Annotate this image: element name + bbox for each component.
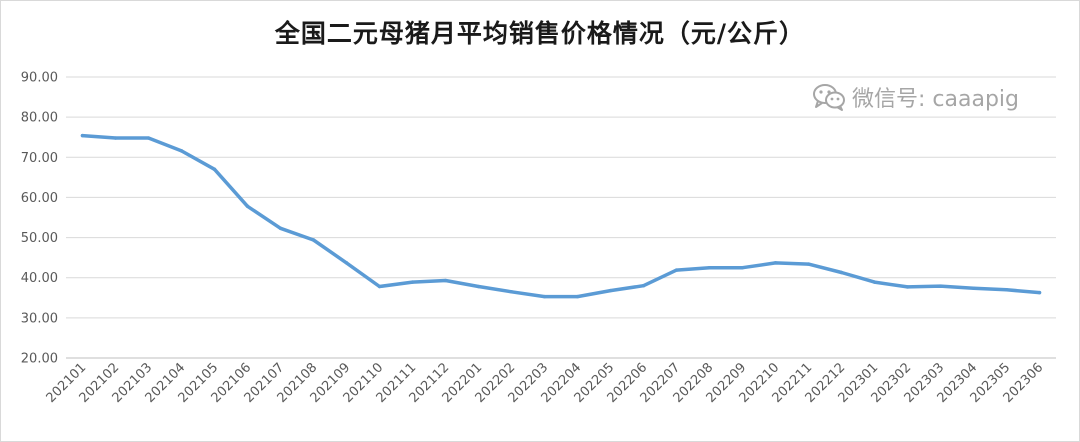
data-point xyxy=(575,294,580,299)
data-point xyxy=(542,294,547,299)
y-tick-label: 80.00 xyxy=(21,111,58,126)
data-point xyxy=(971,286,976,290)
wechat-icon xyxy=(813,84,845,111)
data-point xyxy=(1004,288,1009,292)
data-point xyxy=(212,167,217,172)
watermark-text: 微信号: caaapig xyxy=(852,87,1019,112)
data-point xyxy=(938,284,943,288)
data-point xyxy=(674,268,679,272)
y-tick-label: 90.00 xyxy=(21,71,58,86)
data-point xyxy=(872,280,877,284)
watermark: 微信号: caaapig xyxy=(812,80,1019,114)
data-point xyxy=(707,265,712,270)
data-point xyxy=(905,285,910,289)
data-point xyxy=(773,261,778,265)
data-point xyxy=(245,204,250,208)
data-point xyxy=(806,262,811,266)
y-tick-label: 30.00 xyxy=(21,311,58,326)
data-point xyxy=(740,265,745,270)
data-point xyxy=(146,136,151,140)
data-point xyxy=(641,284,646,288)
data-point xyxy=(344,261,349,265)
x-axis-ticks: 2021012021022021032021042021052021062021… xyxy=(44,360,1047,406)
data-point xyxy=(476,284,481,289)
data-point xyxy=(1037,290,1042,295)
y-tick-label: 20.00 xyxy=(21,352,58,367)
data-point xyxy=(608,288,613,293)
data-point xyxy=(278,226,283,231)
data-point xyxy=(179,149,184,153)
data-point xyxy=(443,278,448,283)
data-point xyxy=(377,284,382,289)
gridlines xyxy=(66,76,1056,359)
y-tick-label: 50.00 xyxy=(21,231,58,246)
y-tick-label: 70.00 xyxy=(21,151,58,166)
data-point xyxy=(80,133,85,138)
y-tick-label: 60.00 xyxy=(21,191,58,206)
data-point xyxy=(839,270,844,275)
data-point xyxy=(410,280,415,284)
data-point xyxy=(509,290,514,294)
data-point xyxy=(113,136,118,140)
y-axis-ticks: 90.00 80.00 70.00 60.00 50.00 40.00 30.00 20.00 xyxy=(21,71,58,367)
y-tick-label: 40.00 xyxy=(21,271,58,286)
series-layer xyxy=(80,133,1042,299)
chart-title: 全国二元母猪月平均销售价格情况（元/公斤） xyxy=(274,19,806,48)
data-point xyxy=(311,238,316,242)
series-line xyxy=(80,133,1042,299)
